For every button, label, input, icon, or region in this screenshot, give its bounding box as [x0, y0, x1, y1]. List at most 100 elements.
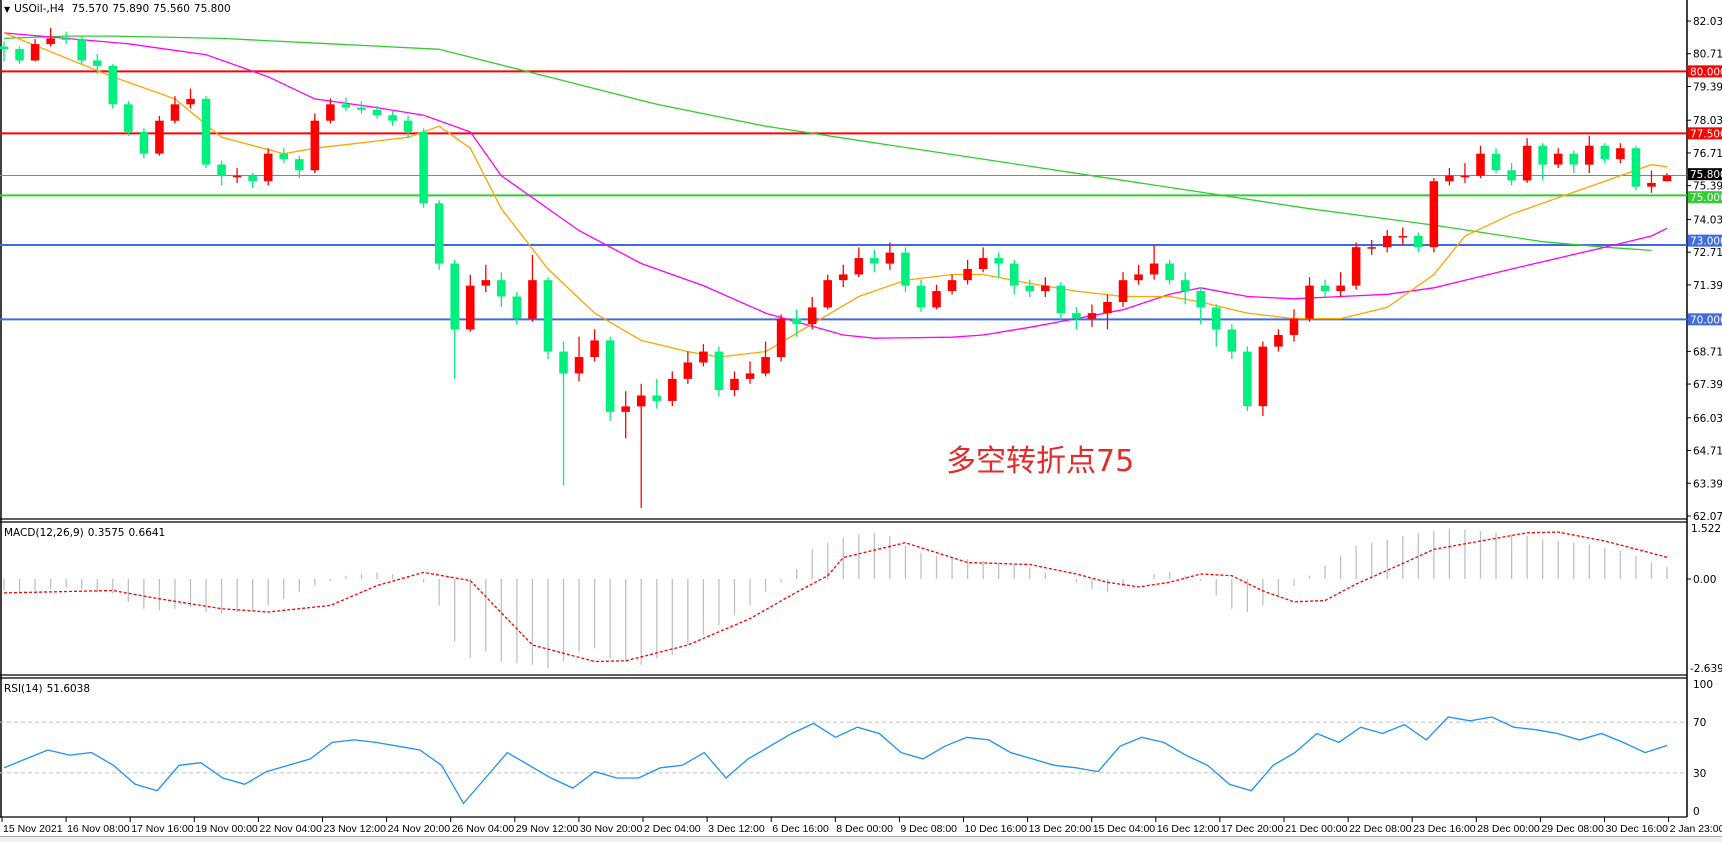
candle-bullish: [978, 258, 988, 269]
candle-bullish: [1522, 145, 1532, 181]
candle-bearish: [1320, 285, 1330, 292]
candle-bearish: [92, 60, 102, 66]
candle-bullish: [683, 362, 693, 379]
candle-bearish: [61, 38, 71, 40]
price-tick-label: 74.030: [1693, 214, 1722, 226]
candle-bullish: [155, 120, 164, 154]
candle-bearish: [714, 351, 724, 391]
candle-bullish: [232, 175, 242, 178]
candle-bullish: [1258, 346, 1268, 407]
candle-bullish: [1460, 175, 1470, 178]
price-tick-label: 64.710: [1693, 446, 1722, 458]
candle-bullish: [1103, 301, 1112, 314]
price-tick-label: 78.030: [1693, 115, 1722, 127]
price-tick-label: 71.390: [1693, 280, 1722, 292]
time-tick-label: 24 Nov 20:00: [388, 823, 451, 835]
candle-bearish: [543, 280, 553, 352]
candle-bearish: [901, 252, 910, 286]
time-tick-label: 6 Dec 16:00: [772, 823, 829, 835]
time-tick-label: 2 Dec 04:00: [644, 823, 701, 835]
candle-bearish: [295, 159, 304, 171]
candle-bullish: [932, 291, 941, 308]
candle-bullish: [1087, 313, 1097, 319]
open-value: 75.570: [71, 3, 109, 15]
candle-bullish: [668, 378, 677, 401]
candle-bearish: [1600, 145, 1610, 160]
candle-bullish: [730, 378, 739, 391]
candle-bearish: [0, 46, 9, 50]
time-tick-label: 16 Nov 08:00: [67, 823, 130, 835]
time-tick-label: 15 Nov 2021: [3, 823, 63, 835]
candle-bearish: [108, 65, 118, 105]
candle-bearish: [434, 203, 444, 264]
time-tick-label: 17 Dec 20:00: [1221, 823, 1284, 835]
rsi-name: RSI(14): [4, 683, 43, 695]
time-tick-label: 28 Dec 00:00: [1477, 823, 1540, 835]
candle-bearish: [279, 153, 289, 160]
candle-bearish: [1072, 313, 1081, 319]
candle-bullish: [699, 351, 708, 363]
macd-name: MACD(12,26,9): [4, 527, 84, 539]
bottom-status-strip: [0, 836, 1722, 842]
level-price-label: 80.000: [1690, 66, 1722, 78]
candle-bullish: [1662, 175, 1672, 182]
candle-bearish: [15, 49, 24, 61]
time-tick-label: 3 Dec 12:00: [708, 823, 765, 835]
candle-bearish: [1569, 153, 1579, 165]
candle-bullish: [947, 280, 957, 292]
macd-tick-label: -2.6392: [1690, 663, 1722, 675]
chart-annotation-text[interactable]: 多空转折点75: [946, 444, 1135, 479]
level-price-label: 70.000: [1690, 314, 1722, 326]
candle-bearish: [450, 263, 459, 330]
candle-bullish: [745, 373, 755, 379]
candle-bearish: [1631, 148, 1641, 187]
time-tick-label: 10 Dec 16:00: [965, 823, 1028, 835]
candle-bullish: [1445, 175, 1454, 182]
candle-bullish: [838, 274, 848, 281]
price-tick-label: 63.390: [1693, 478, 1722, 490]
candle-bearish: [248, 175, 257, 182]
candle-bearish: [559, 351, 568, 374]
time-tick-label: 23 Dec 16:00: [1413, 823, 1476, 835]
candle-bullish: [590, 340, 599, 358]
time-tick-label: 13 Dec 20:00: [1029, 823, 1092, 835]
candle-bearish: [1491, 153, 1501, 171]
macd-main-value: 0.3575: [87, 527, 125, 539]
level-price-label-bg: [1688, 127, 1722, 140]
rsi-tick-label: 70: [1693, 717, 1706, 729]
time-tick-label: 26 Nov 04:00: [452, 823, 515, 835]
candle-bullish: [1647, 182, 1656, 187]
candle-bearish: [605, 340, 615, 412]
price-tick-label: 79.390: [1693, 81, 1722, 93]
candle-bearish: [403, 120, 413, 132]
candle-bullish: [46, 38, 55, 45]
price-tick-label: 80.710: [1693, 49, 1722, 61]
candle-bearish: [201, 98, 211, 165]
candle-bearish: [217, 164, 226, 176]
candle-bullish: [186, 98, 195, 105]
rsi-label: RSI(14) 51.6038: [4, 683, 94, 695]
current-price-label-bg: [1688, 168, 1722, 181]
candle-bullish: [823, 280, 833, 308]
candle-bearish: [124, 104, 133, 132]
moving-average-ma_mid: [3, 32, 1668, 339]
price-tick-label: 66.030: [1693, 413, 1722, 425]
candle-bullish: [1336, 285, 1345, 292]
candle-bullish: [1398, 236, 1408, 238]
chart-menu-arrow-icon[interactable]: ▼: [4, 5, 11, 14]
candle-bearish: [870, 258, 879, 264]
candle-bullish: [963, 268, 972, 281]
rsi-value: 51.6038: [46, 683, 91, 695]
candle-bearish: [1180, 280, 1190, 292]
candle-bearish: [372, 109, 382, 116]
candle-bullish: [621, 406, 630, 412]
candle-bearish: [419, 131, 428, 204]
candle-bearish: [388, 115, 397, 121]
candle-bullish: [1289, 318, 1299, 335]
candle-bearish: [139, 131, 149, 154]
time-tick-label: 29 Nov 12:00: [516, 823, 579, 835]
candle-bearish: [341, 104, 351, 108]
rsi-tick-label: 0: [1693, 806, 1700, 818]
candle-bullish: [885, 252, 895, 264]
